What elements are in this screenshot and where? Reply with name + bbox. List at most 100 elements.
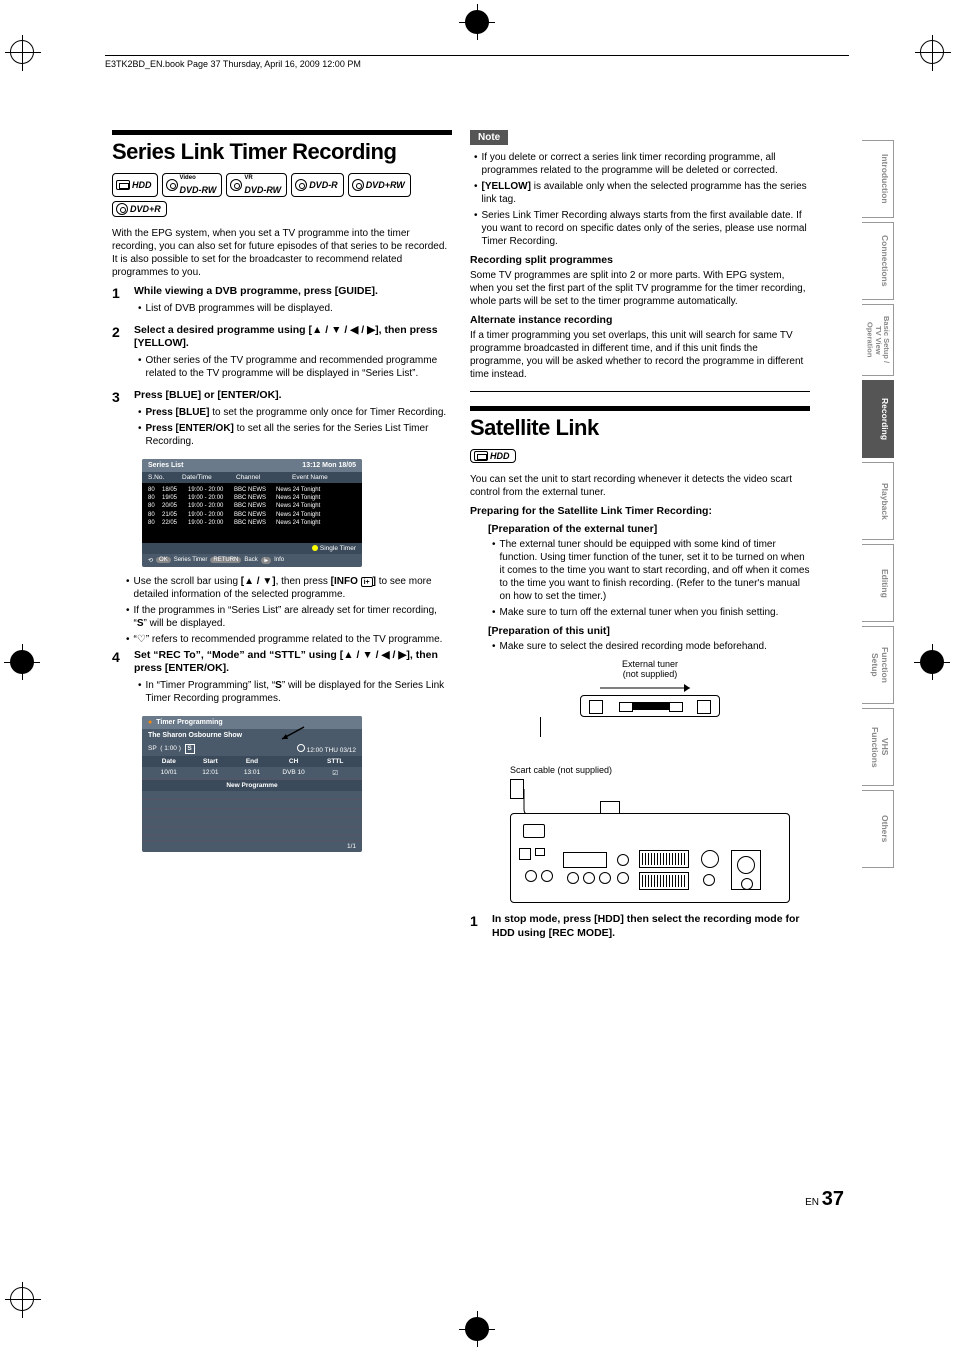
cell-sttl: ☑ — [314, 769, 356, 777]
note-label: Note — [470, 130, 508, 145]
badge-dvd-plus-rw: DVD+RW — [348, 173, 411, 197]
s-box-icon: S — [185, 744, 195, 754]
crop-mark — [10, 650, 34, 674]
back-label: Back — [244, 557, 257, 563]
col-datetime: Date/Time — [182, 474, 230, 481]
tab-editing[interactable]: Editing — [862, 544, 894, 622]
step-number: 1 — [470, 913, 484, 943]
page-header: E3TK2BD_EN.book Page 37 Thursday, April … — [105, 55, 849, 69]
section-heading: Series Link Timer Recording — [112, 130, 452, 165]
right-column: Note If you delete or correct a series l… — [470, 130, 810, 949]
badge-hdd: HDD — [470, 449, 516, 463]
crop-mark — [920, 40, 944, 64]
info-pill: i▸ — [261, 557, 271, 564]
paragraph: If a timer programming you set overlaps,… — [470, 329, 810, 392]
timer-programming-screen: ●Timer Programming The Sharon Osbourne S… — [142, 716, 362, 852]
step-bullet: Other series of the TV programme and rec… — [134, 354, 452, 380]
crop-mark — [920, 650, 944, 674]
screen-title: Series List — [148, 462, 183, 469]
tab-introduction[interactable]: Introduction — [862, 140, 894, 218]
prep-bullet: Make sure to turn off the external tuner… — [488, 606, 810, 619]
crop-mark — [10, 40, 34, 64]
page-number: EN 37 — [805, 1188, 844, 1211]
step-heading: Select a desired programme using [▲ / ▼ … — [134, 324, 452, 351]
info-label: Info — [274, 557, 284, 563]
prep-bullet: The external tuner should be equipped wi… — [488, 538, 810, 603]
show-name: The Sharon Osbourne Show — [148, 732, 242, 739]
tab-vhs-functions[interactable]: VHS Functions — [862, 708, 894, 786]
tab-playback[interactable]: Playback — [862, 462, 894, 540]
intro-text: You can set the unit to start recording … — [470, 473, 810, 499]
step-3: 3 Press [BLUE] or [ENTER/OK]. Press [BLU… — [112, 389, 452, 451]
tab-recording[interactable]: Recording — [862, 380, 894, 458]
subheading: Recording split programmes — [470, 254, 810, 266]
screen-clock: 13:12 Mon 18/05 — [302, 462, 356, 469]
tab-connections[interactable]: Connections — [862, 222, 894, 300]
not-supplied-label: (not supplied) — [623, 669, 678, 679]
step-4: 4 Set “REC To”, “Mode” and “STTL” using … — [112, 649, 452, 708]
step-number: 4 — [112, 649, 126, 708]
duration-label: ( 1:00 ) — [160, 745, 181, 752]
new-programme-row: New Programme — [142, 780, 362, 791]
step-bullet: List of DVB programmes will be displayed… — [134, 302, 452, 315]
prep-bullet: Make sure to select the desired recordin… — [488, 640, 810, 653]
step-number: 1 — [112, 285, 126, 318]
step-bullet: In “Timer Programming” list, “S” will be… — [134, 679, 452, 705]
step-1: 1 While viewing a DVB programme, press [… — [112, 285, 452, 318]
badge-dvd-r: DVD-R — [291, 173, 344, 197]
badge-dvd-rw-video: VideoDVD-RW — [162, 173, 223, 197]
tuner-label: External tuner — [622, 659, 678, 669]
side-tabs: Introduction Connections Basic Setup / T… — [862, 140, 894, 868]
col-date: Date — [148, 758, 190, 765]
paragraph: Some TV programmes are split into 2 or m… — [470, 269, 810, 308]
note-bullet: [YELLOW] is available only when the sele… — [470, 180, 810, 206]
step-heading: Set “REC To”, “Mode” and “STTL” using [▲… — [134, 649, 452, 676]
media-badges: HDD — [470, 449, 810, 463]
series-list-screen: Series List 13:12 Mon 18/05 S.No. Date/T… — [142, 459, 362, 567]
col-sttl: STTL — [314, 758, 356, 765]
cell-end: 13:01 — [231, 769, 273, 777]
cell-date: 10/01 — [148, 769, 190, 777]
step-heading: Press [BLUE] or [ENTER/OK]. — [134, 389, 452, 403]
unit-rear-panel — [510, 813, 790, 903]
col-event: Event Name — [292, 474, 356, 481]
step-number: 3 — [112, 389, 126, 451]
series-timer-label: Series Timer — [174, 557, 208, 563]
prep-heading: [Preparation of the external tuner] — [488, 523, 810, 535]
cable-line — [510, 779, 790, 809]
media-badges: HDD VideoDVD-RW VRDVD-RW DVD-R DVD+RW DV… — [112, 173, 452, 217]
step-2: 2 Select a desired programme using [▲ / … — [112, 324, 452, 383]
ok-pill: OK — [156, 557, 171, 563]
connection-diagram: External tuner(not supplied) Scart cable… — [510, 659, 790, 903]
annotation-arrow-icon — [276, 725, 306, 745]
screen2-clock: 12:00 THU 03/12 — [307, 747, 356, 754]
badge-dvd-rw-vr: VRDVD-RW — [226, 173, 287, 197]
cell-ch: DVB 10 — [273, 769, 315, 777]
tab-basic-setup[interactable]: Basic Setup / TV View Operation — [862, 304, 894, 376]
step-number: 2 — [112, 324, 126, 383]
left-column: Series Link Timer Recording HDD VideoDVD… — [112, 130, 452, 949]
col-sno: S.No. — [148, 474, 176, 481]
section-heading: Satellite Link — [470, 406, 810, 441]
col-end: End — [231, 758, 273, 765]
down-arrow-icon — [590, 681, 710, 695]
note-bullet: If you delete or correct a series link t… — [470, 151, 810, 177]
screen-rows: 8018/0519:00 - 20:00BBC NEWSNews 24 Toni… — [142, 483, 362, 543]
cable-label: Scart cable (not supplied) — [510, 765, 790, 775]
step-bullet: Press [ENTER/OK] to set all the series f… — [134, 422, 452, 448]
tab-function-setup[interactable]: Function Setup — [862, 626, 894, 704]
tuner-box — [580, 695, 720, 717]
crop-mark — [465, 1317, 489, 1341]
step-bullet: Press [BLUE] to set the programme only o… — [134, 406, 452, 419]
note-bullet: Series Link Timer Recording always start… — [470, 209, 810, 248]
col-channel: Channel — [236, 474, 286, 481]
post-bullet: Use the scroll bar using [▲ / ▼], then p… — [112, 575, 452, 601]
col-ch: CH — [273, 758, 315, 765]
nav-arrows-icon: ⟲ — [148, 557, 153, 564]
col-start: Start — [190, 758, 232, 765]
sat-step-1: 1 In stop mode, press [HDD] then select … — [470, 913, 810, 943]
post-bullet: “♡” refers to recommended programme rela… — [112, 633, 452, 646]
intro-text: With the EPG system, when you set a TV p… — [112, 227, 452, 279]
tab-others[interactable]: Others — [862, 790, 894, 868]
crop-mark — [10, 1287, 34, 1311]
